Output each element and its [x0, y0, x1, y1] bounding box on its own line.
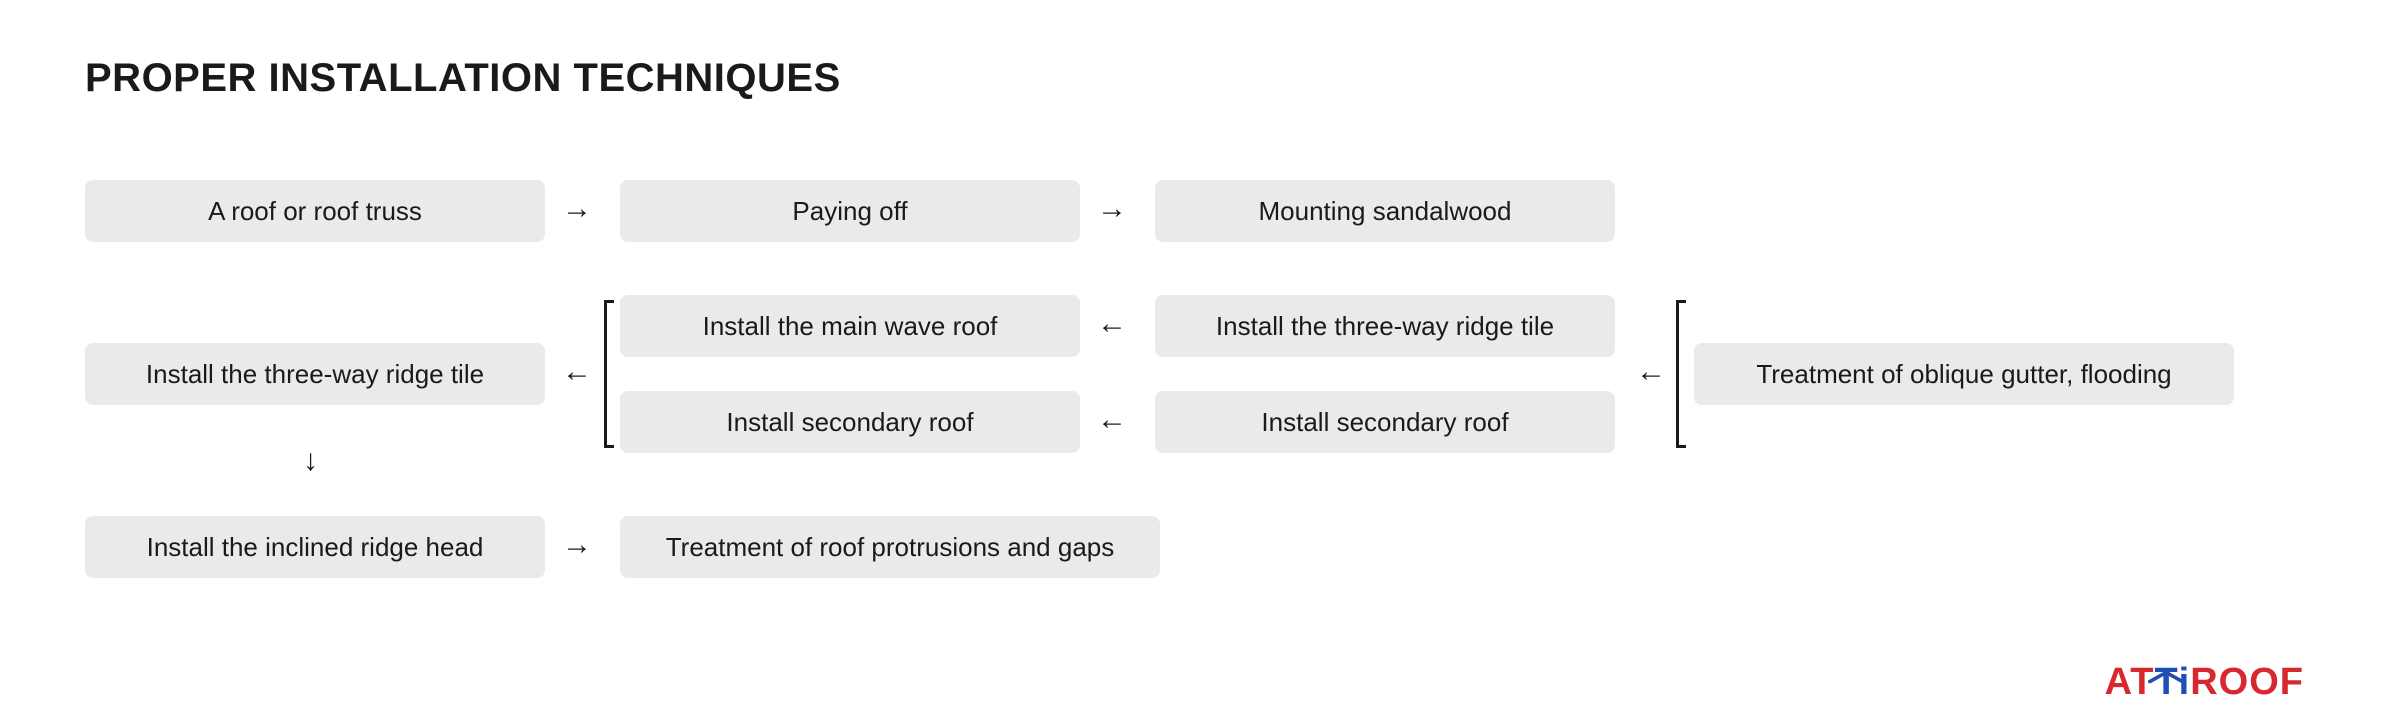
node-secondary-roof-b: Install secondary roof [1155, 391, 1615, 453]
bracket-right [1676, 300, 1686, 448]
arrow-icon: ← [1636, 357, 1666, 387]
arrow-icon: → [562, 530, 592, 560]
node-threeway-ridge-right: Install the three-way ridge tile [1155, 295, 1615, 357]
arrow-icon: ↓ [303, 446, 318, 476]
node-label: Install the main wave roof [703, 311, 998, 342]
arrow-icon: → [1097, 194, 1127, 224]
node-label: Treatment of oblique gutter, flooding [1756, 359, 2171, 390]
node-label: Install the three-way ridge tile [146, 359, 484, 390]
roof-icon [2148, 651, 2184, 665]
arrow-icon: ← [562, 357, 592, 387]
node-label: Paying off [792, 196, 907, 227]
brand-logo: ATTiROOF [2105, 661, 2304, 704]
node-mounting-sandalwood: Mounting sandalwood [1155, 180, 1615, 242]
node-paying-off: Paying off [620, 180, 1080, 242]
node-label: Install the inclined ridge head [147, 532, 484, 563]
node-inclined-ridge-head: Install the inclined ridge head [85, 516, 545, 578]
node-treatment-gutter: Treatment of oblique gutter, flooding [1694, 343, 2234, 405]
page-title: PROPER INSTALLATION TECHNIQUES [85, 56, 841, 101]
node-label: Treatment of roof protrusions and gaps [666, 532, 1115, 563]
node-label: Install the three-way ridge tile [1216, 311, 1554, 342]
node-label: Install secondary roof [1261, 407, 1508, 438]
node-label: Install secondary roof [726, 407, 973, 438]
node-treatment-protrusions: Treatment of roof protrusions and gaps [620, 516, 1160, 578]
arrow-icon: → [562, 194, 592, 224]
arrow-icon: ← [1097, 405, 1127, 435]
node-label: A roof or roof truss [208, 196, 422, 227]
node-main-wave-roof: Install the main wave roof [620, 295, 1080, 357]
node-secondary-roof-a: Install secondary roof [620, 391, 1080, 453]
node-roof-truss: A roof or roof truss [85, 180, 545, 242]
node-label: Mounting sandalwood [1259, 196, 1512, 227]
node-threeway-ridge-left: Install the three-way ridge tile [85, 343, 545, 405]
bracket-left [604, 300, 614, 448]
arrow-icon: ← [1097, 309, 1127, 339]
